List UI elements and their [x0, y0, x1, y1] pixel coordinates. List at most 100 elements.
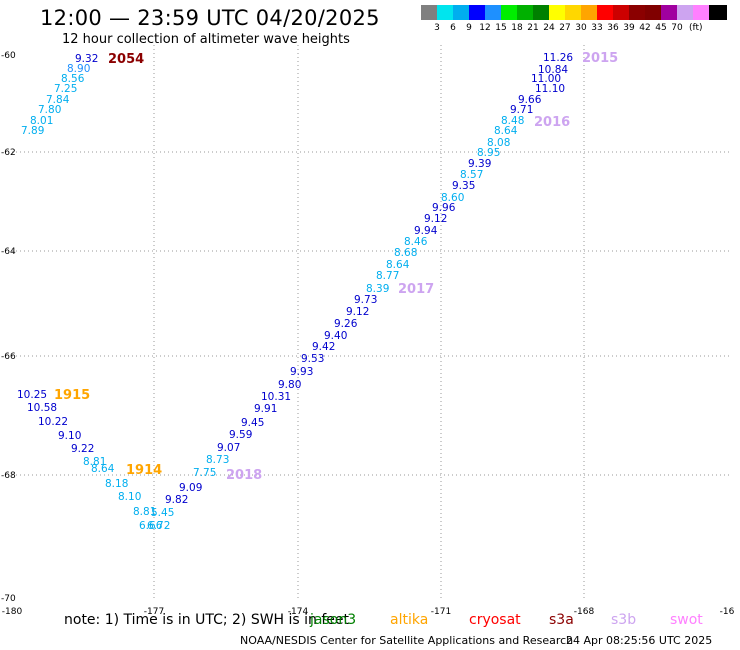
wave-height-value: 7.75: [193, 467, 216, 479]
wave-height-value: 8.48: [501, 115, 524, 127]
wave-height-value: 8.64: [386, 259, 410, 271]
wave-height-value: 8.73: [206, 454, 229, 466]
legend-label: 70: [671, 23, 683, 33]
legend-swatch: [661, 5, 679, 20]
wave-height-value: 10.25: [17, 389, 47, 401]
legend-swatch: [597, 5, 615, 20]
wave-height-value: 8.81: [83, 456, 106, 468]
legend-label: 15: [495, 23, 507, 33]
wave-height-value: 11.26: [543, 52, 573, 64]
legend-label: 42: [639, 23, 651, 33]
latitude-tick-label: -64: [1, 247, 16, 257]
pass-time-label: 1915: [54, 388, 90, 403]
footer-note: note: 1) Time is in UTC; 2) SWH is in fe…: [64, 612, 350, 628]
wave-height-value: 9.26: [334, 318, 358, 330]
wave-height-value: 8.64: [494, 125, 518, 137]
longitude-tick-label: -174: [288, 607, 309, 617]
wave-height-value: 9.66: [518, 94, 542, 106]
wave-height-value: 8.18: [105, 478, 128, 490]
wave-height-value: 7.80: [38, 104, 61, 116]
legend-label: 27: [559, 23, 571, 33]
longitude-tick-label: -16: [720, 607, 735, 617]
longitude-tick-label: -168: [574, 607, 595, 617]
longitude-ticks: -180 -177 -174 -171 -168 -16: [2, 607, 735, 617]
legend-unit: (ft): [689, 23, 703, 33]
latitude-tick-label: -66: [1, 352, 16, 362]
legend-swatch: [677, 5, 695, 20]
wave-height-value: 10.22: [38, 416, 68, 428]
wave-height-value: 9.94: [414, 225, 438, 237]
legend-label: 6: [450, 23, 456, 33]
wave-height-value: 8.90: [67, 63, 90, 75]
wave-height-value: 8.39: [366, 283, 389, 295]
wave-height-value: 8.46: [404, 236, 428, 248]
pass-time-label: 2015: [582, 51, 618, 66]
wave-height-value: 8.81: [133, 506, 156, 518]
wave-height-value: 8.01: [30, 115, 53, 127]
wave-height-value: 11.10: [535, 83, 565, 95]
wave-height-value: 7.25: [54, 83, 77, 95]
wave-height-value: 7.84: [46, 94, 70, 106]
credit-line: NOAA/NESDIS Center for Satellite Applica…: [240, 634, 574, 647]
legend-swatch: [421, 5, 439, 20]
wave-height-value: 6.72: [147, 520, 170, 532]
satellite-name: jason3: [310, 612, 357, 628]
wave-height-value: 9.22: [71, 443, 94, 455]
wave-height-value: 9.53: [301, 353, 324, 365]
wave-height-value: 9.09: [179, 482, 202, 494]
pass-time-label: 2054: [108, 52, 144, 67]
wave-height-value: 9.40: [324, 330, 347, 342]
legend-label: 45: [655, 23, 667, 33]
longitude-tick-label: -177: [144, 607, 164, 617]
wave-height-value: 9.59: [229, 429, 252, 441]
legend-label: 30: [575, 23, 587, 33]
legend-swatch: [581, 5, 599, 20]
legend-swatch: [709, 5, 727, 20]
legend-label: 18: [511, 23, 523, 33]
wave-height-value: 8.95: [477, 147, 500, 159]
wave-height-value: 10.31: [261, 391, 291, 403]
legend-label: 12: [479, 23, 491, 33]
legend-label: 39: [623, 23, 635, 33]
pass-time-label: 2016: [534, 115, 570, 130]
wave-height-value: 9.12: [424, 213, 447, 225]
satellite-name: cryosat: [469, 612, 521, 628]
legend-swatch: [517, 5, 535, 20]
legend-swatch: [469, 5, 487, 20]
wave-height-value: 7.89: [21, 125, 44, 137]
wave-height-value: 9.45: [241, 417, 264, 429]
map-subtitle: 12 hour collection of altimeter wave hei…: [62, 32, 350, 47]
wave-height-value: 8.64: [91, 463, 115, 475]
map-title: 12:00 — 23:59 UTC 04/20/2025: [40, 6, 380, 30]
wave-height-value: 9.96: [432, 202, 456, 214]
pass-time-label: 2018: [226, 468, 262, 483]
longitude-tick-label: -171: [431, 607, 451, 617]
legend-swatch: [629, 5, 647, 20]
satellite-name: altika: [390, 612, 429, 628]
wave-height-value: 9.93: [290, 366, 313, 378]
legend-swatch: [693, 5, 711, 20]
legend-swatch: [501, 5, 519, 20]
wave-height-value: 9.32: [75, 53, 98, 65]
wave-height-value: 8.56: [61, 73, 85, 85]
legend-swatch: [565, 5, 583, 20]
wave-height-value: 8.08: [487, 137, 510, 149]
wave-height-value: 9.12: [346, 306, 369, 318]
legend-label: 24: [543, 23, 555, 33]
generated-timestamp: 24 Apr 08:25:56 UTC 2025: [566, 634, 713, 647]
wave-height-value: 9.80: [278, 379, 301, 391]
legend-label: 36: [607, 23, 619, 33]
wave-height-value: 6.66: [139, 520, 163, 532]
satellite-name: s3b: [611, 612, 637, 628]
satellite-name: swot: [670, 612, 703, 628]
wave-height-value: 9.42: [312, 341, 335, 353]
wave-height-value: 9.82: [165, 494, 188, 506]
legend-label: 21: [527, 23, 539, 33]
wave-height-value: 9.71: [510, 104, 533, 116]
wave-height-value: 11.00: [531, 73, 561, 85]
legend-label: 33: [591, 23, 603, 33]
longitude-tick-label: -180: [2, 607, 23, 617]
wave-height-value: 9.73: [354, 294, 377, 306]
latitude-tick-label: -70: [1, 594, 16, 604]
